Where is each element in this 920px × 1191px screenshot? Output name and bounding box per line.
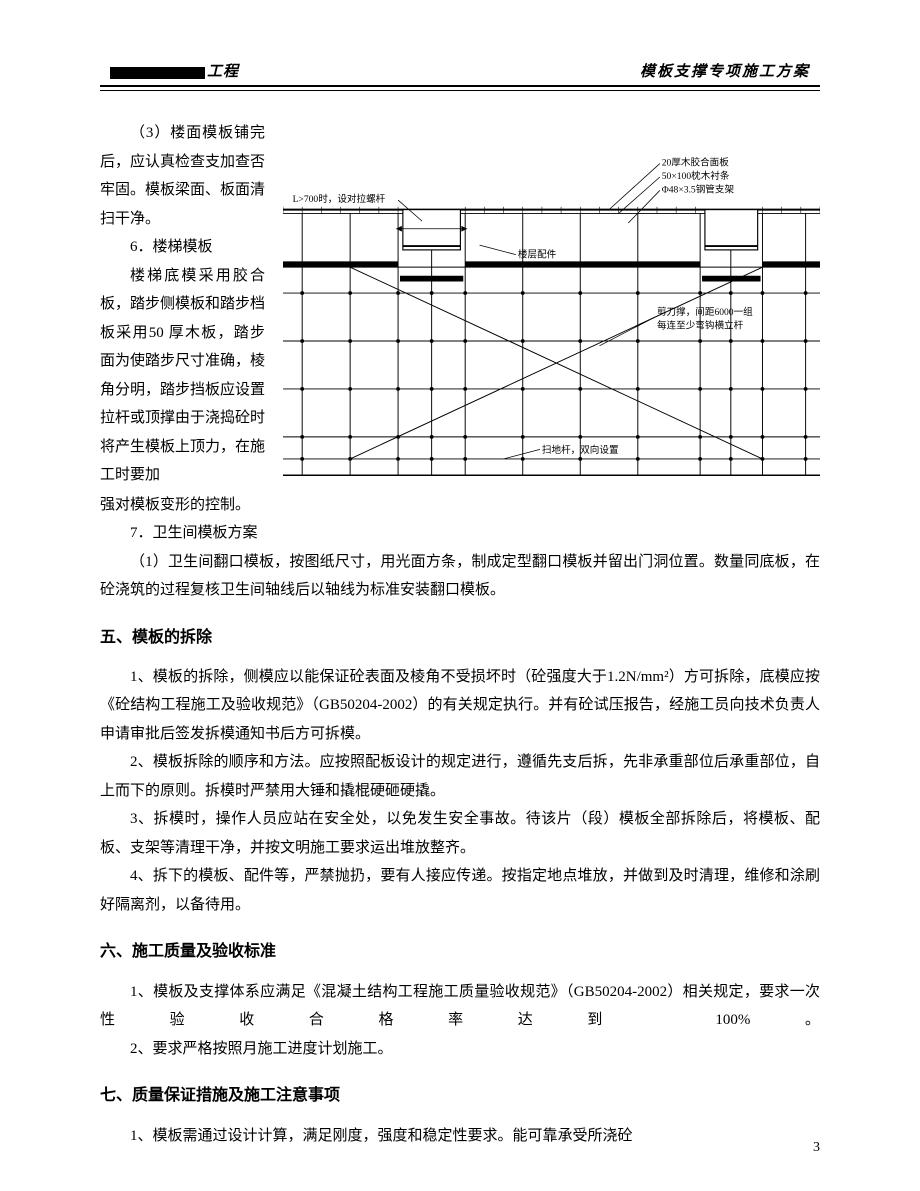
diagram-label-beam: L>700时，设对拉螺杆 xyxy=(293,193,386,205)
scaffold-diagram: 20厚木胶合面板 50×100枕木衬条 Φ48×3.5钢管支架 xyxy=(283,154,820,480)
section-7-p1: 1、模板需通过设计计算，满足刚度，强度和稳定性要求。能可靠承受所浇砼 xyxy=(100,1122,820,1151)
top-text-column: （3）楼面模板铺完后，应认真检查支加查否牢固。模板梁面、板面清扫干净。 6．楼梯… xyxy=(100,119,265,491)
heading-7: 7．卫生间模板方案 xyxy=(100,519,820,548)
page-header: 工程 模板支撑专项施工方案 xyxy=(100,60,820,83)
section-6-p2: 2、要求严格按照月施工进度计划施工。 xyxy=(100,1035,820,1064)
diagram-label-mid: 楼层配件 xyxy=(518,249,557,261)
header-right: 模板支撑专项施工方案 xyxy=(640,60,810,81)
para-3: （3）楼面模板铺完后，应认真检查支加查否牢固。模板梁面、板面清扫干净。 xyxy=(100,119,265,233)
section-5-p4: 4、拆下的模板、配件等，严禁抛扔，要有人接应传递。按指定地点堆放，并做到及时清理… xyxy=(100,862,820,919)
diagram-label-top1: 20厚木胶合面板 xyxy=(662,157,729,169)
heading-6: 6．楼梯模板 xyxy=(100,233,265,262)
para-6: 楼梯底模采用胶合板，踏步侧模板和踏步档板采用50 厚木板，踏步面为使踏步尺寸准确… xyxy=(100,262,265,490)
top-block: （3）楼面模板铺完后，应认真检查支加查否牢固。模板梁面、板面清扫干净。 6．楼梯… xyxy=(100,119,820,491)
header-rule xyxy=(100,85,820,91)
section-5-p1: 1、模板的拆除，侧模应以能保证砼表面及棱角不受损坏时（砼强度大于1.2N/mm²… xyxy=(100,663,820,749)
para-6-cont: 强对模板变形的控制。 xyxy=(100,491,820,520)
diagram-label-right2: 每连至少弯钩横立杆 xyxy=(657,320,744,332)
section-6-title: 六、施工质量及验收标准 xyxy=(100,937,820,967)
page-number: 3 xyxy=(813,1140,820,1156)
diagram-label-bottom: 扫地杆，双向设置 xyxy=(542,444,619,456)
section-5-title: 五、模板的拆除 xyxy=(100,623,820,653)
section-5-p2: 2、模板拆除的顺序和方法。应按照配板设计的规定进行，遵循先支后拆，先非承重部位后… xyxy=(100,748,820,805)
redacted-bar xyxy=(110,67,205,79)
figure-wrap: 20厚木胶合面板 50×100枕木衬条 Φ48×3.5钢管支架 xyxy=(283,119,820,491)
header-left-text: 工程 xyxy=(207,64,239,80)
diagram-label-top2: 50×100枕木衬条 xyxy=(662,170,730,182)
diagram-label-top3: Φ48×3.5钢管支架 xyxy=(662,183,735,195)
body-text: （3）楼面模板铺完后，应认真检查支加查否牢固。模板梁面、板面清扫干净。 6．楼梯… xyxy=(100,119,820,1150)
para-7: （1）卫生间翻口模板，按图纸尺寸，用光面方条，制成定型翻口模板并留出门洞位置。数… xyxy=(100,548,820,605)
section-5-p3: 3、拆模时，操作人员应站在安全处，以免发生安全事故。待该片（段）模板全部拆除后，… xyxy=(100,805,820,862)
document-page: 工程 模板支撑专项施工方案 （3）楼面模板铺完后，应认真检查支加查否牢固。模板梁… xyxy=(0,0,920,1191)
section-6-p1: 1、模板及支撑体系应满足《混凝土结构工程施工质量验收规范》（GB50204-20… xyxy=(100,978,820,1035)
header-left: 工程 xyxy=(110,60,239,81)
section-7-title: 七、质量保证措施及施工注意事项 xyxy=(100,1081,820,1111)
diagram-label-right1: 剪刀撑，间距6000一组 xyxy=(657,306,753,318)
